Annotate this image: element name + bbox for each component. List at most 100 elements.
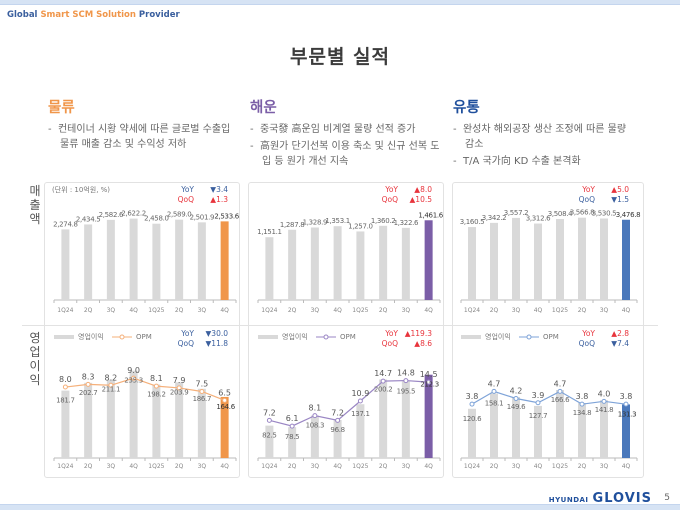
- bar-value-label: 2,533.6: [214, 212, 239, 220]
- x-tick-label: 1Q25: [552, 307, 568, 314]
- bar-value-label: 141.8: [595, 406, 614, 414]
- bar-value-label: 203.9: [170, 388, 189, 396]
- legend-line-label: OPM: [136, 333, 152, 341]
- opm-line: [269, 379, 429, 427]
- bottom-accent-bar: [0, 504, 680, 510]
- bar: [106, 219, 115, 300]
- tagline: Global Smart SCM Solution Provider: [7, 10, 180, 20]
- bar-value-label: 200.2: [374, 385, 393, 393]
- bar: [129, 370, 138, 458]
- opm-marker: [469, 401, 475, 407]
- x-tick-label: 1Q25: [552, 463, 568, 470]
- segment-title: 해운: [250, 100, 277, 116]
- x-tick-label: 4Q: [129, 463, 138, 470]
- hyundai-glovis-logo: HYUNDAI GLOVIS: [549, 491, 652, 506]
- opm-value-label: 7.2: [263, 408, 276, 417]
- x-tick-label: 4Q: [622, 307, 631, 314]
- bar-value-label: 3,557.2: [504, 209, 529, 217]
- bar: [468, 408, 476, 458]
- row-label-operating-income-char: 업: [29, 345, 41, 359]
- bar: [310, 415, 319, 458]
- bar: [61, 229, 70, 300]
- qoq-value: ▼7.4: [611, 339, 629, 348]
- opm-marker: [289, 423, 295, 429]
- opm-marker: [623, 401, 629, 407]
- x-tick-label: 4Q: [424, 307, 433, 314]
- opm-line: [65, 377, 225, 401]
- bar-value-label: 195.5: [397, 387, 416, 395]
- card-logistics: [44, 182, 240, 478]
- legend-bar-label: 영업이익: [78, 332, 104, 341]
- bar-value-label: 212.3: [420, 381, 439, 389]
- page-number: 5: [664, 493, 670, 503]
- bar: [600, 400, 608, 458]
- opm-line: [471, 390, 627, 405]
- opm-value-label: 8.2: [105, 373, 118, 382]
- bar-value-label: 127.7: [529, 412, 548, 420]
- bar: [197, 388, 206, 458]
- legend-bar-swatch: [461, 335, 481, 339]
- bar: [556, 219, 564, 300]
- segment-title: 유통: [453, 100, 480, 116]
- legend-line-marker: [526, 334, 532, 340]
- bar-value-label: 78.5: [285, 433, 299, 441]
- bar: [265, 425, 274, 458]
- opm-value-label: 4.7: [488, 379, 501, 388]
- segment-bullet: T/A 국가向 KD 수출 본격화: [453, 154, 638, 169]
- bar: [175, 219, 184, 300]
- bar-value-label: 1,257.0: [348, 222, 373, 230]
- bar-value-label: 1,287.8: [280, 221, 305, 229]
- bar-value-label: 3,508.4: [548, 210, 573, 218]
- opm-marker: [403, 378, 409, 384]
- bar: [468, 227, 476, 300]
- qoq-value: ▼1.5: [611, 195, 629, 204]
- x-tick-label: 4Q: [220, 307, 229, 314]
- opm-value-label: 8.3: [82, 372, 95, 381]
- bar-value-label: 1,151.1: [257, 228, 282, 236]
- bar: [288, 229, 297, 300]
- yoy-label: YoY: [180, 185, 194, 194]
- bar: [265, 237, 274, 300]
- bar: [512, 217, 520, 300]
- opm-value-label: 14.7: [374, 369, 392, 378]
- x-tick-label: 1Q25: [352, 307, 368, 314]
- bar-value-label: 3,312.6: [526, 215, 551, 223]
- bar-value-label: 1,461.6: [418, 211, 443, 219]
- bar-value-label: 235.3: [124, 377, 143, 385]
- opm-marker: [85, 381, 91, 387]
- legend-line-marker: [323, 334, 329, 340]
- x-tick-label: 1Q24: [261, 307, 277, 314]
- bar-value-label: 198.2: [147, 390, 166, 398]
- page-title: 부문별 실적: [289, 46, 390, 68]
- opm-marker: [199, 388, 205, 394]
- qoq-label: QoQ: [579, 339, 595, 348]
- bar: [310, 227, 319, 300]
- x-tick-label: 2Q: [379, 307, 388, 314]
- opm-value-label: 3.8: [576, 392, 589, 401]
- yoy-label: YoY: [180, 329, 194, 338]
- bar-value-label: 96.8: [330, 426, 344, 434]
- bar: [379, 225, 388, 300]
- x-tick-label: 3Q: [512, 463, 521, 470]
- x-tick-label: 3Q: [512, 307, 521, 314]
- segment-bullet: 중국發 高운임 비계열 물량 선적 증가: [250, 122, 440, 137]
- x-tick-label: 3Q: [311, 463, 320, 470]
- bar-value-label: 1,328.9: [303, 219, 328, 227]
- x-tick-label: 2Q: [288, 463, 297, 470]
- row-label-revenue-char: 액: [29, 212, 41, 226]
- yoy-value: ▼3.4: [210, 185, 228, 194]
- row-label-revenue-char: 출: [29, 198, 41, 212]
- bar-value-label: 1,353.1: [325, 217, 350, 225]
- bar-value-label: 2,274.8: [53, 220, 78, 228]
- legend-line-marker: [119, 334, 125, 340]
- opm-marker: [491, 388, 497, 394]
- x-tick-label: 1Q24: [261, 463, 277, 470]
- bar-value-label: 186.7: [193, 395, 212, 403]
- bar-value-label: 158.1: [485, 399, 504, 407]
- card-distribution: [452, 182, 644, 478]
- bar: [490, 393, 498, 458]
- bar-value-label: 211.1: [102, 386, 121, 394]
